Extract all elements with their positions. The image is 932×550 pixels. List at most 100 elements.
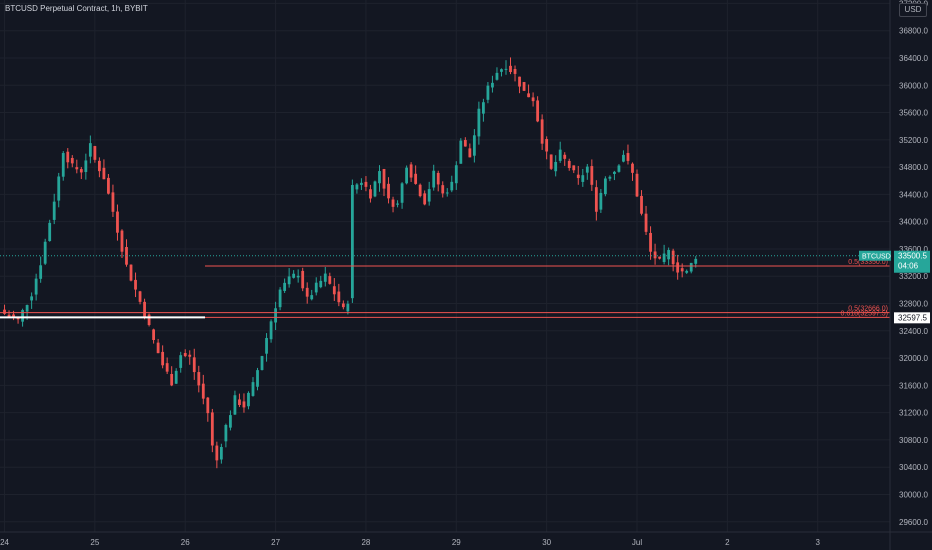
candle-body (57, 176, 61, 201)
y-tick-label: 30800.0 (899, 436, 928, 445)
candle-body (30, 296, 34, 301)
candle-body (174, 370, 178, 384)
x-tick-label: 29 (452, 538, 461, 547)
candle-body (61, 153, 65, 177)
candle-body (482, 102, 485, 114)
highlight-tag-value: 32597.5 (898, 313, 927, 322)
candle-body (572, 165, 576, 171)
y-tick-label: 32400.0 (899, 327, 928, 336)
y-tick-label: 34800.0 (899, 163, 928, 172)
candle-body (689, 262, 693, 272)
candle-body (48, 222, 52, 242)
candle-body (432, 170, 436, 188)
candle-body (671, 250, 675, 265)
candle-body (545, 139, 549, 152)
chart-title: BTCUSD Perpetual Contract, 1h, BYBIT (5, 4, 148, 13)
candle-body (414, 173, 418, 184)
candle-body (676, 262, 680, 273)
candle-body (346, 303, 350, 312)
x-tick-label: 3 (815, 538, 820, 547)
candle-body (138, 291, 142, 302)
candle-body (644, 213, 648, 232)
y-tick-label: 35200.0 (899, 136, 928, 145)
price-tag-bg (894, 250, 930, 273)
candle-body (486, 85, 490, 100)
y-tick-label: 36000.0 (899, 81, 928, 90)
candle-body (215, 445, 219, 461)
candle-body (576, 174, 580, 179)
candle-body (531, 97, 535, 102)
candle-body (459, 140, 463, 164)
y-tick-label: 30400.0 (899, 463, 928, 472)
candle-body (238, 399, 241, 405)
x-tick-label: Jul (632, 538, 642, 547)
candle-body (341, 303, 345, 308)
candle-body (7, 314, 11, 317)
candle-body (79, 169, 83, 173)
candle-body (170, 373, 174, 386)
candle-body (360, 182, 363, 185)
candle-body (314, 282, 318, 293)
candle-body (563, 154, 567, 159)
candle-body (156, 342, 160, 354)
candle-body (278, 289, 282, 308)
y-tick-label: 31200.0 (899, 409, 928, 418)
candle-body (152, 329, 156, 341)
candle-body (631, 163, 634, 173)
candle-body (622, 154, 625, 162)
y-tick-label: 34000.0 (899, 218, 928, 227)
candle-body (274, 308, 277, 323)
candle-body (147, 314, 151, 326)
candle-body (120, 230, 124, 252)
candle-body (301, 270, 305, 289)
candle-body (694, 258, 698, 264)
candle-body (540, 119, 544, 144)
candle-body (400, 183, 404, 203)
candle-body (613, 171, 616, 174)
candle-body (97, 160, 101, 172)
candle-body (513, 68, 517, 74)
y-tick-label: 33600.0 (899, 245, 928, 254)
candle-body (224, 424, 228, 442)
y-tick-label: 32800.0 (899, 300, 928, 309)
candle-body (617, 165, 621, 172)
candle-body (93, 146, 97, 160)
price-axis: 29600.0 30000.0 30400.0 30800.0 31200.0 31600… (889, 0, 928, 550)
candle-body (685, 270, 689, 273)
candle-body (102, 167, 106, 180)
candle-body (640, 195, 643, 214)
candle-body (242, 401, 246, 408)
candle-body (468, 148, 472, 158)
candle-body (495, 72, 499, 80)
candle-body (34, 278, 38, 295)
y-tick-label: 35600.0 (899, 109, 928, 118)
candle-body (590, 166, 594, 185)
candle-body (75, 167, 79, 170)
candle-body (197, 372, 201, 386)
candle-body (491, 82, 494, 88)
currency-button[interactable]: USD (899, 3, 927, 17)
candle-body (680, 268, 684, 272)
candle-body (658, 256, 661, 259)
candle-body (161, 351, 165, 366)
candle-body (25, 305, 29, 312)
candle-body (626, 153, 630, 161)
x-tick-label: 2 (725, 538, 730, 547)
candle-body (635, 173, 639, 197)
candle-body (328, 276, 332, 284)
x-tick-label: 25 (90, 538, 99, 547)
candle-body (603, 178, 607, 195)
candle-body (463, 140, 467, 147)
price-tag-countdown: 04:06 (898, 262, 919, 271)
y-tick-label: 33200.0 (899, 272, 928, 281)
candle-body (504, 68, 508, 70)
candle-body (229, 415, 232, 428)
candle-body (332, 286, 336, 295)
candle-body (423, 193, 427, 205)
candle-body (518, 76, 521, 87)
candle-body (441, 185, 445, 194)
candle-body (210, 412, 214, 446)
y-tick-label: 30000.0 (899, 490, 928, 499)
